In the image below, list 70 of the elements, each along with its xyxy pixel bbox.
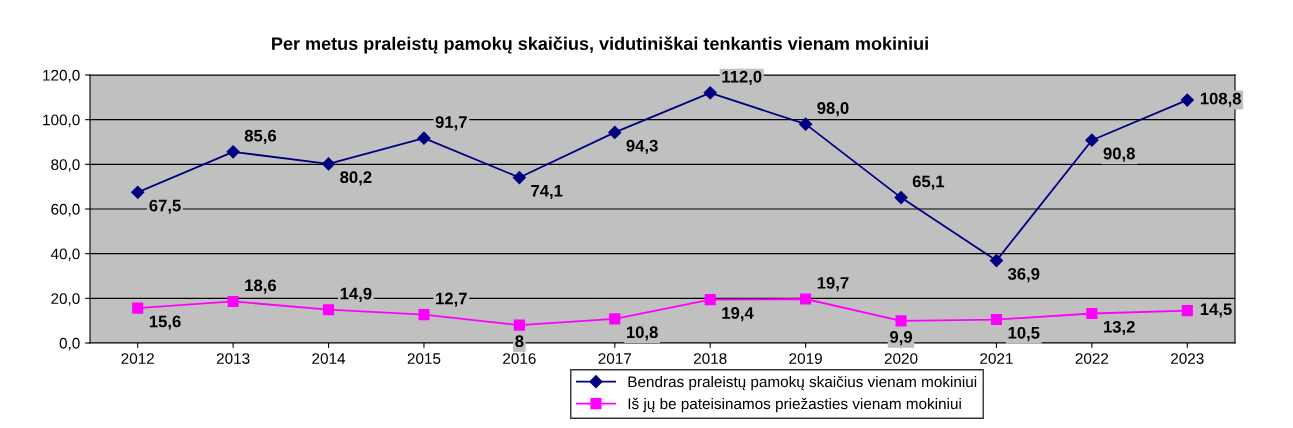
data-label: 112,0: [722, 70, 762, 86]
data-label: 98,0: [817, 102, 849, 117]
point: [1085, 133, 1099, 147]
x-tick-label: 2014: [312, 353, 346, 364]
data-label: 85,6: [244, 129, 277, 144]
point: [990, 313, 1003, 326]
data-label: 36,9: [1007, 267, 1040, 283]
legend-label: Iš jų be pateisinamos priežasties vienam mokiniui: [628, 397, 961, 413]
data-label: 14,5: [1200, 303, 1232, 318]
y-tick-label: 20,0: [51, 293, 80, 306]
data-label: 19,7: [817, 276, 849, 292]
data-label: 74,1: [531, 185, 563, 200]
data-label: 19,4: [722, 307, 754, 322]
y-tick-label: 0,0: [59, 337, 80, 351]
y-tick-label: 60,0: [51, 203, 80, 217]
x-tick-label: 2013: [216, 353, 250, 364]
chart-title: Per metus praleistų pamokų skaičius, vidutiniškai tenkantis vienam mokiniui: [272, 36, 928, 54]
point: [227, 295, 239, 308]
data-label: 15,6: [149, 315, 181, 330]
x-tick-label: 2016: [503, 353, 536, 364]
point: [512, 170, 526, 185]
data-label: 90,8: [1103, 147, 1135, 162]
legend-label: Bendras praleistų pamokų skaičius vienam mokiniui: [628, 375, 977, 391]
x-tick-label: 2022: [1075, 353, 1109, 364]
data-label: 10,5: [1008, 326, 1040, 342]
y-tick-label: 120,0: [43, 69, 80, 83]
point: [609, 313, 621, 325]
data-label: 108,8: [1200, 92, 1241, 107]
point: [703, 86, 717, 100]
x-tick-label: 2015: [407, 353, 441, 364]
point: [322, 304, 335, 316]
point: [704, 294, 716, 306]
x-tick-label: 2021: [980, 353, 1013, 364]
point: [417, 131, 431, 145]
data-label: 80,2: [340, 171, 372, 186]
point: [800, 293, 812, 305]
point: [321, 157, 336, 171]
point: [513, 319, 525, 331]
y-tick-label: 40,0: [50, 248, 80, 262]
x-tick-label: 2012: [121, 353, 154, 364]
data-label: 8: [515, 335, 524, 348]
data-label: 91,7: [435, 116, 467, 131]
x-tick-label: 2023: [1171, 353, 1204, 364]
point: [608, 125, 622, 139]
data-label: 14,9: [340, 287, 372, 302]
point: [132, 302, 144, 314]
data-label: 67,5: [149, 199, 181, 214]
point: [1086, 307, 1098, 320]
y-tick-label: 100,0: [43, 114, 80, 128]
point: [418, 309, 430, 321]
point: [1181, 305, 1193, 317]
point: [226, 145, 240, 159]
data-label: 9,9: [890, 331, 913, 346]
data-label: 12,7: [436, 292, 467, 307]
point: [989, 254, 1004, 268]
point: [1180, 93, 1194, 107]
x-tick-label: 2020: [884, 353, 918, 364]
x-tick-label: 2019: [789, 353, 822, 364]
data-label: 65,1: [912, 175, 945, 190]
point: [131, 185, 145, 199]
point: [894, 191, 908, 205]
data-label: 13,2: [1104, 320, 1135, 336]
point: [895, 315, 907, 327]
data-label: 94,3: [626, 139, 658, 154]
data-label: 10,8: [626, 326, 658, 341]
data-label: 18,6: [245, 279, 277, 294]
x-tick-label: 2017: [598, 353, 632, 364]
point: [799, 117, 813, 131]
x-tick-label: 2018: [693, 353, 727, 364]
y-tick-label: 80,0: [51, 159, 80, 172]
